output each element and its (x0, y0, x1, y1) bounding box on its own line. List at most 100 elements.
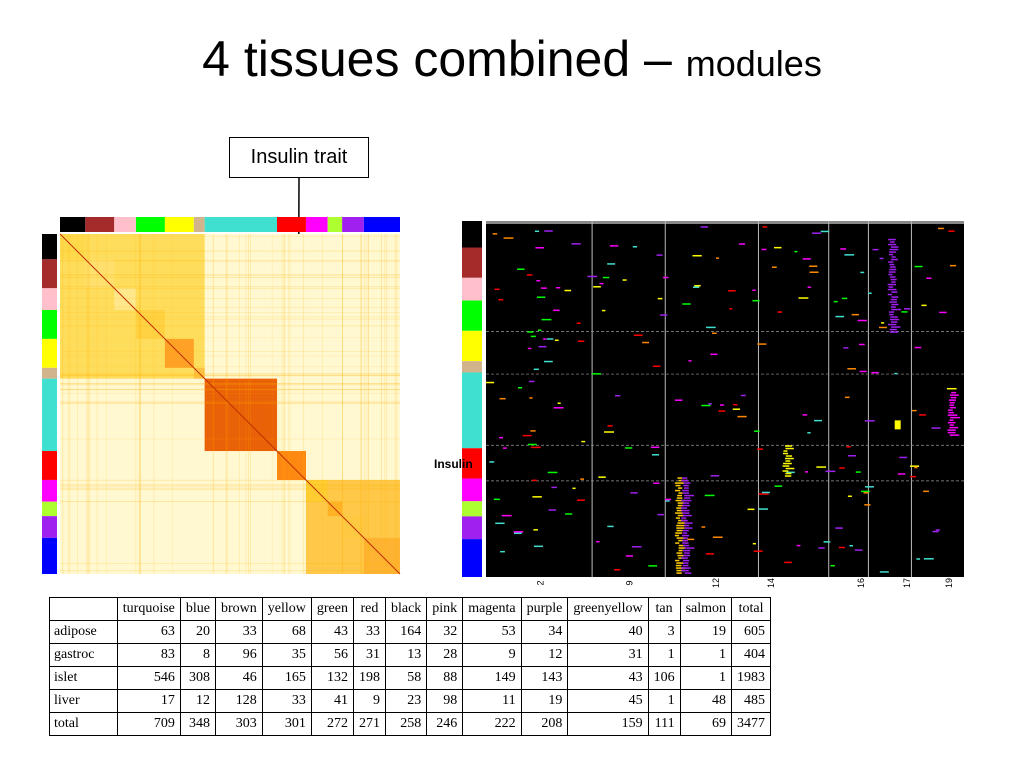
modmap-dash (851, 313, 859, 316)
table-cell: 165 (261, 666, 312, 690)
modmap-dash (598, 476, 606, 478)
modmap-dash (939, 311, 947, 314)
modmap-dash (513, 531, 524, 533)
modmap-dash (814, 419, 822, 422)
table-cell: 56 (310, 643, 354, 667)
top-module-bar (164, 217, 194, 232)
modmap-streak (675, 512, 684, 514)
table-header-cell: tan (647, 597, 681, 621)
modmap-dash (872, 248, 879, 251)
modmap-dash (879, 571, 889, 573)
modmap-streak (888, 261, 894, 263)
modmap-dash (630, 492, 638, 494)
modmap-dash (878, 326, 887, 329)
top-module-bar (135, 217, 165, 232)
modmap-dash (682, 303, 691, 305)
table-cell: 17 (116, 689, 181, 713)
side-module-bar (42, 516, 57, 538)
modmap-streak (676, 527, 685, 529)
modmap-dash (529, 397, 533, 399)
table-header-cell (49, 597, 118, 621)
modmap-streak (889, 318, 900, 321)
table-cell: 43 (310, 620, 354, 644)
modmap-dash (909, 465, 920, 467)
table-cell: 128 (214, 689, 263, 713)
table-row-label: gastroc (49, 643, 118, 667)
modmap-dash (844, 396, 850, 399)
module-table: turquoise blue brown yellow green red black pin… (49, 597, 772, 736)
modmap-dash (784, 561, 792, 564)
modmap-color-bar (462, 448, 482, 479)
table-cell: 46 (214, 666, 263, 690)
table-cell: 20 (179, 620, 216, 644)
top-module-bar (204, 217, 278, 232)
side-module-bar (42, 234, 57, 260)
modmap-streak (684, 527, 693, 529)
modmap-color-bar (462, 247, 482, 278)
modmap-dash (544, 230, 553, 232)
modmap-dash (534, 230, 540, 233)
table-header-cell: pink (426, 597, 464, 621)
side-module-bar (42, 288, 57, 310)
modmap-dash (535, 247, 545, 249)
modmap-dash (712, 536, 723, 538)
table-cell: 485 (731, 689, 772, 713)
table-header-cell: blue (179, 597, 216, 621)
modmap-dash (899, 456, 908, 459)
top-module-bar (193, 217, 205, 232)
modmap-dash (854, 549, 863, 551)
modmap-dash (548, 509, 557, 511)
table-cell: 546 (116, 666, 181, 690)
modmap-dash (536, 296, 546, 298)
modmap-dash (527, 443, 537, 446)
modmap-streak (677, 522, 686, 524)
table-header-cell: turquoise (116, 597, 181, 621)
modmap-dash (701, 526, 706, 528)
modmap-dash (553, 309, 560, 312)
modmap-streak (783, 462, 792, 465)
table-cell: 1 (679, 666, 733, 690)
modmap-streak (947, 414, 958, 416)
modmap-dash (494, 288, 500, 291)
modmap-dash (948, 230, 955, 232)
table-cell: 301 (261, 712, 312, 736)
modmap-streak (675, 499, 686, 502)
table-header-cell: total (731, 597, 772, 621)
modmap-streak (678, 544, 685, 547)
modmap-dash (762, 226, 768, 228)
modmap-streak (683, 537, 688, 539)
modmap-dash (718, 410, 726, 412)
modmap-dash (757, 448, 764, 450)
modmap-streak (676, 537, 686, 539)
modmap-streak (682, 532, 688, 534)
heatmap-diagonal (59, 233, 401, 575)
modmap-streak (887, 293, 893, 296)
modmap-dash (625, 555, 633, 557)
modmap-streak (888, 238, 896, 241)
modmap-dash (732, 408, 741, 410)
modmap-dash (501, 514, 512, 517)
modmap-streak (888, 273, 893, 276)
modmap-dash (557, 402, 561, 404)
modmap-dash (687, 538, 695, 541)
table-header-cell: red (352, 597, 386, 621)
modmap-streak (681, 509, 690, 512)
modmap-dash (864, 420, 875, 422)
table-cell: 132 (310, 666, 354, 690)
modmap-dash (500, 550, 505, 553)
modmap-color-bar (462, 221, 482, 248)
top-module-bar (60, 217, 86, 232)
modmap-dash (859, 343, 865, 346)
modmap-dash (652, 454, 660, 456)
modmap-streak (782, 465, 790, 467)
modmap-streak (676, 529, 683, 532)
modmap-streak (948, 399, 956, 401)
modmap-dash (499, 397, 506, 400)
modmap-streak (887, 283, 897, 286)
modmap-dash (949, 264, 957, 267)
modmap-streak (676, 562, 684, 564)
table-row-label: islet (49, 666, 118, 690)
modmap-dash (809, 265, 818, 268)
modmap-streak (888, 243, 897, 246)
modmap-streak (891, 296, 899, 298)
